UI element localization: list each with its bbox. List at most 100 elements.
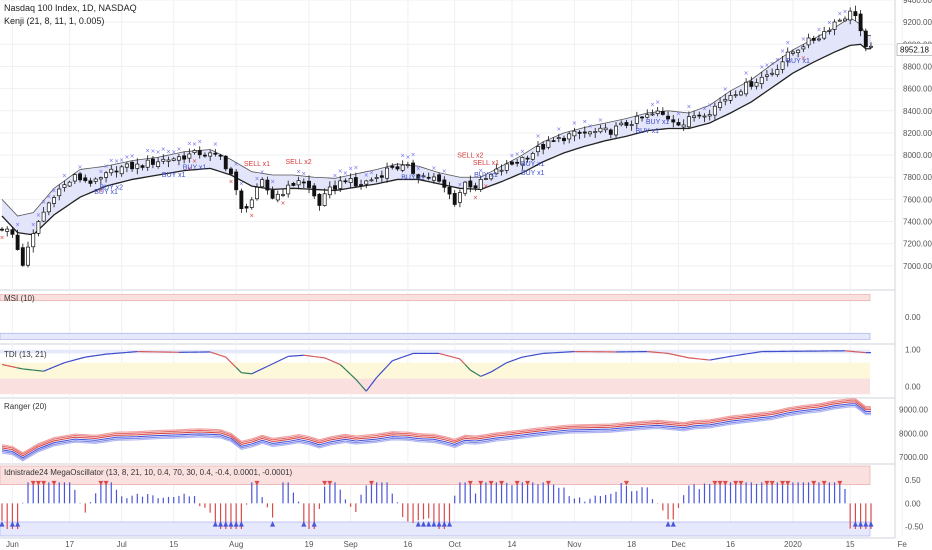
tdi-line-segment xyxy=(12,366,18,369)
high-marker: × xyxy=(62,173,67,180)
high-marker: × xyxy=(124,154,129,161)
high-marker: × xyxy=(98,169,103,176)
osc-sell-triangle xyxy=(499,480,505,486)
y-tick-label: 8400.00 xyxy=(903,107,932,116)
high-marker: × xyxy=(192,141,197,148)
ranger-line xyxy=(1,404,871,461)
ranger-y-tick: 9000.00 xyxy=(899,406,928,415)
ranger-y-tick: 7000.00 xyxy=(899,453,928,462)
msi-zone xyxy=(0,294,871,302)
high-marker: × xyxy=(744,70,749,77)
low-marker: × xyxy=(0,234,5,241)
high-marker: × xyxy=(785,39,790,46)
candle-body xyxy=(400,164,405,171)
x-tick-label: Dec xyxy=(671,540,685,549)
tdi-line-segment xyxy=(251,370,258,375)
candle-body xyxy=(431,176,436,181)
candle-body xyxy=(811,38,816,41)
tdi-line-segment xyxy=(407,352,414,356)
candle-body xyxy=(286,184,291,195)
tdi-line-segment xyxy=(59,362,65,366)
candle-body xyxy=(296,180,301,186)
sell-signal-label: SELL x1 xyxy=(244,161,270,168)
tdi-line-segment xyxy=(33,369,39,372)
candle-body xyxy=(483,178,488,180)
x-tick-label: 2020 xyxy=(784,540,802,549)
osc-sell-triangle xyxy=(764,480,770,486)
tdi-line-segment xyxy=(490,368,497,373)
y-tick-label: 7200.00 xyxy=(903,240,932,249)
tdi-line-segment xyxy=(756,350,762,353)
candle-body xyxy=(416,174,421,179)
tdi-line-segment xyxy=(69,359,76,362)
tdi-line-segment xyxy=(339,364,346,370)
osc-buy-triangle xyxy=(436,521,442,527)
last-price-label: 8952.18 xyxy=(900,46,929,55)
osc-sell-triangle xyxy=(811,480,817,486)
high-marker: × xyxy=(234,161,239,168)
osc-sell-triangle xyxy=(769,480,775,486)
candle-body xyxy=(650,113,655,116)
tdi-line-segment xyxy=(22,368,29,371)
y-tick-label: 8800.00 xyxy=(903,62,932,71)
candle-body xyxy=(822,31,827,39)
candle-body xyxy=(244,206,249,209)
candle-body xyxy=(135,163,140,169)
candle-body xyxy=(593,131,598,134)
candle-body xyxy=(775,69,780,76)
high-marker: × xyxy=(130,153,135,160)
tdi-line-segment xyxy=(267,363,273,367)
candle-body xyxy=(130,161,135,170)
candle-body xyxy=(405,164,410,166)
candle-body xyxy=(551,140,556,142)
high-marker: × xyxy=(104,163,109,170)
candle-body xyxy=(562,137,566,142)
candle-body xyxy=(660,111,665,115)
osc-buy-triangle xyxy=(270,521,276,527)
osc-sell-triangle xyxy=(722,480,728,486)
candle-body xyxy=(457,192,462,203)
osc-buy-triangle xyxy=(15,521,21,527)
buy-signal-label: BUY x1 xyxy=(646,119,670,126)
high-marker: × xyxy=(842,8,847,15)
candle-body xyxy=(499,169,504,172)
tdi-line-segment xyxy=(303,354,310,357)
candle-body xyxy=(869,45,873,48)
tdi-line-segment xyxy=(683,356,689,359)
candle-body xyxy=(832,21,837,30)
candle-body xyxy=(728,95,733,101)
band-lower-line xyxy=(1,43,871,236)
candle-body xyxy=(218,154,223,157)
candle-body xyxy=(697,114,702,117)
candle-body xyxy=(681,124,686,128)
high-marker: × xyxy=(702,105,707,112)
tdi-line-segment xyxy=(386,360,393,367)
buy-signal-label: BUY x1 xyxy=(183,164,207,171)
tdi-line-segment xyxy=(79,356,86,360)
high-marker: × xyxy=(759,64,764,71)
candle-body xyxy=(369,179,374,182)
candle-body xyxy=(541,144,546,150)
osc-upper-zone xyxy=(0,465,871,485)
tdi-line-segment xyxy=(235,367,242,374)
tdi-line-segment xyxy=(246,372,252,375)
candle-body xyxy=(473,185,478,189)
x-tick-label: Jul xyxy=(117,540,127,549)
tdi-zone xyxy=(0,349,870,354)
candle-body xyxy=(291,182,296,186)
high-marker: × xyxy=(78,164,83,171)
osc-sell-triangle xyxy=(733,480,739,486)
y-tick-label: 8000.00 xyxy=(903,151,932,160)
tdi-line-segment xyxy=(43,368,50,372)
candle-body xyxy=(468,180,473,188)
candle-body xyxy=(385,167,390,179)
osc-sell-triangle xyxy=(254,480,260,486)
candle-body xyxy=(749,81,754,87)
osc-buy-triangle xyxy=(863,521,869,527)
y-tick-label: 8600.00 xyxy=(903,85,932,94)
osc-sell-triangle xyxy=(51,480,57,486)
candle-body xyxy=(379,175,384,178)
osc-buy-triangle xyxy=(9,521,15,527)
sell-signal-label: SELL x2 xyxy=(457,152,483,159)
high-marker: × xyxy=(338,168,343,175)
